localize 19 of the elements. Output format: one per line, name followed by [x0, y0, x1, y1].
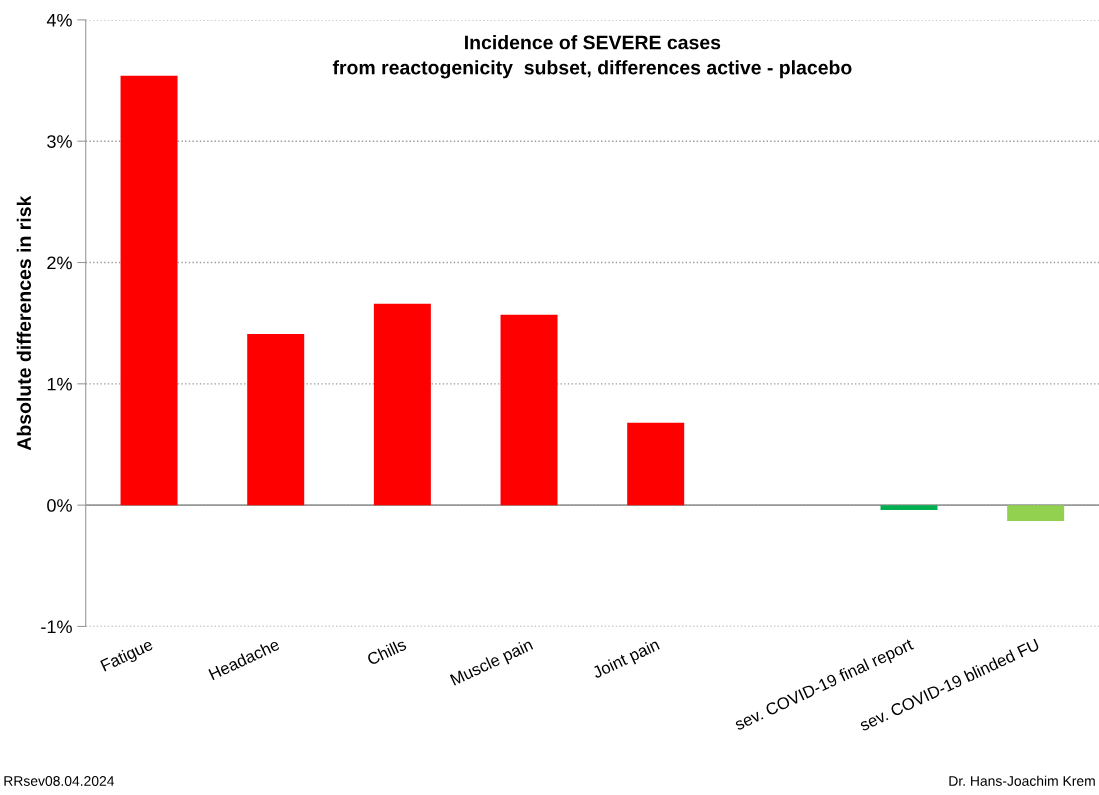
bar [627, 422, 685, 506]
text: Incidence of SEVERE cases from reactogenicity subset, differences active - placebo [332, 35, 852, 79]
text: RRsev08.04.2024 [4, 776, 115, 786]
bar [120, 75, 178, 506]
bar [1007, 505, 1065, 521]
x-tick-label: Joint pain [591, 638, 662, 682]
y-tick-label: -1% [41, 620, 72, 634]
y-tick-label: 0% [47, 499, 72, 512]
bar [880, 505, 938, 510]
bar [373, 303, 431, 506]
y-axis-title: Absolute differences in risk [16, 195, 32, 451]
y-tick-label: 2% [47, 256, 72, 270]
bar [500, 314, 558, 506]
y-tick-label: 3% [47, 135, 72, 148]
bar [247, 334, 305, 506]
y-tick-label: 4% [46, 13, 72, 27]
text: Dr. Hans-Joachim Krem [949, 775, 1095, 786]
x-tick-label: Chills [366, 637, 407, 666]
y-tick-label: 1% [47, 377, 72, 391]
